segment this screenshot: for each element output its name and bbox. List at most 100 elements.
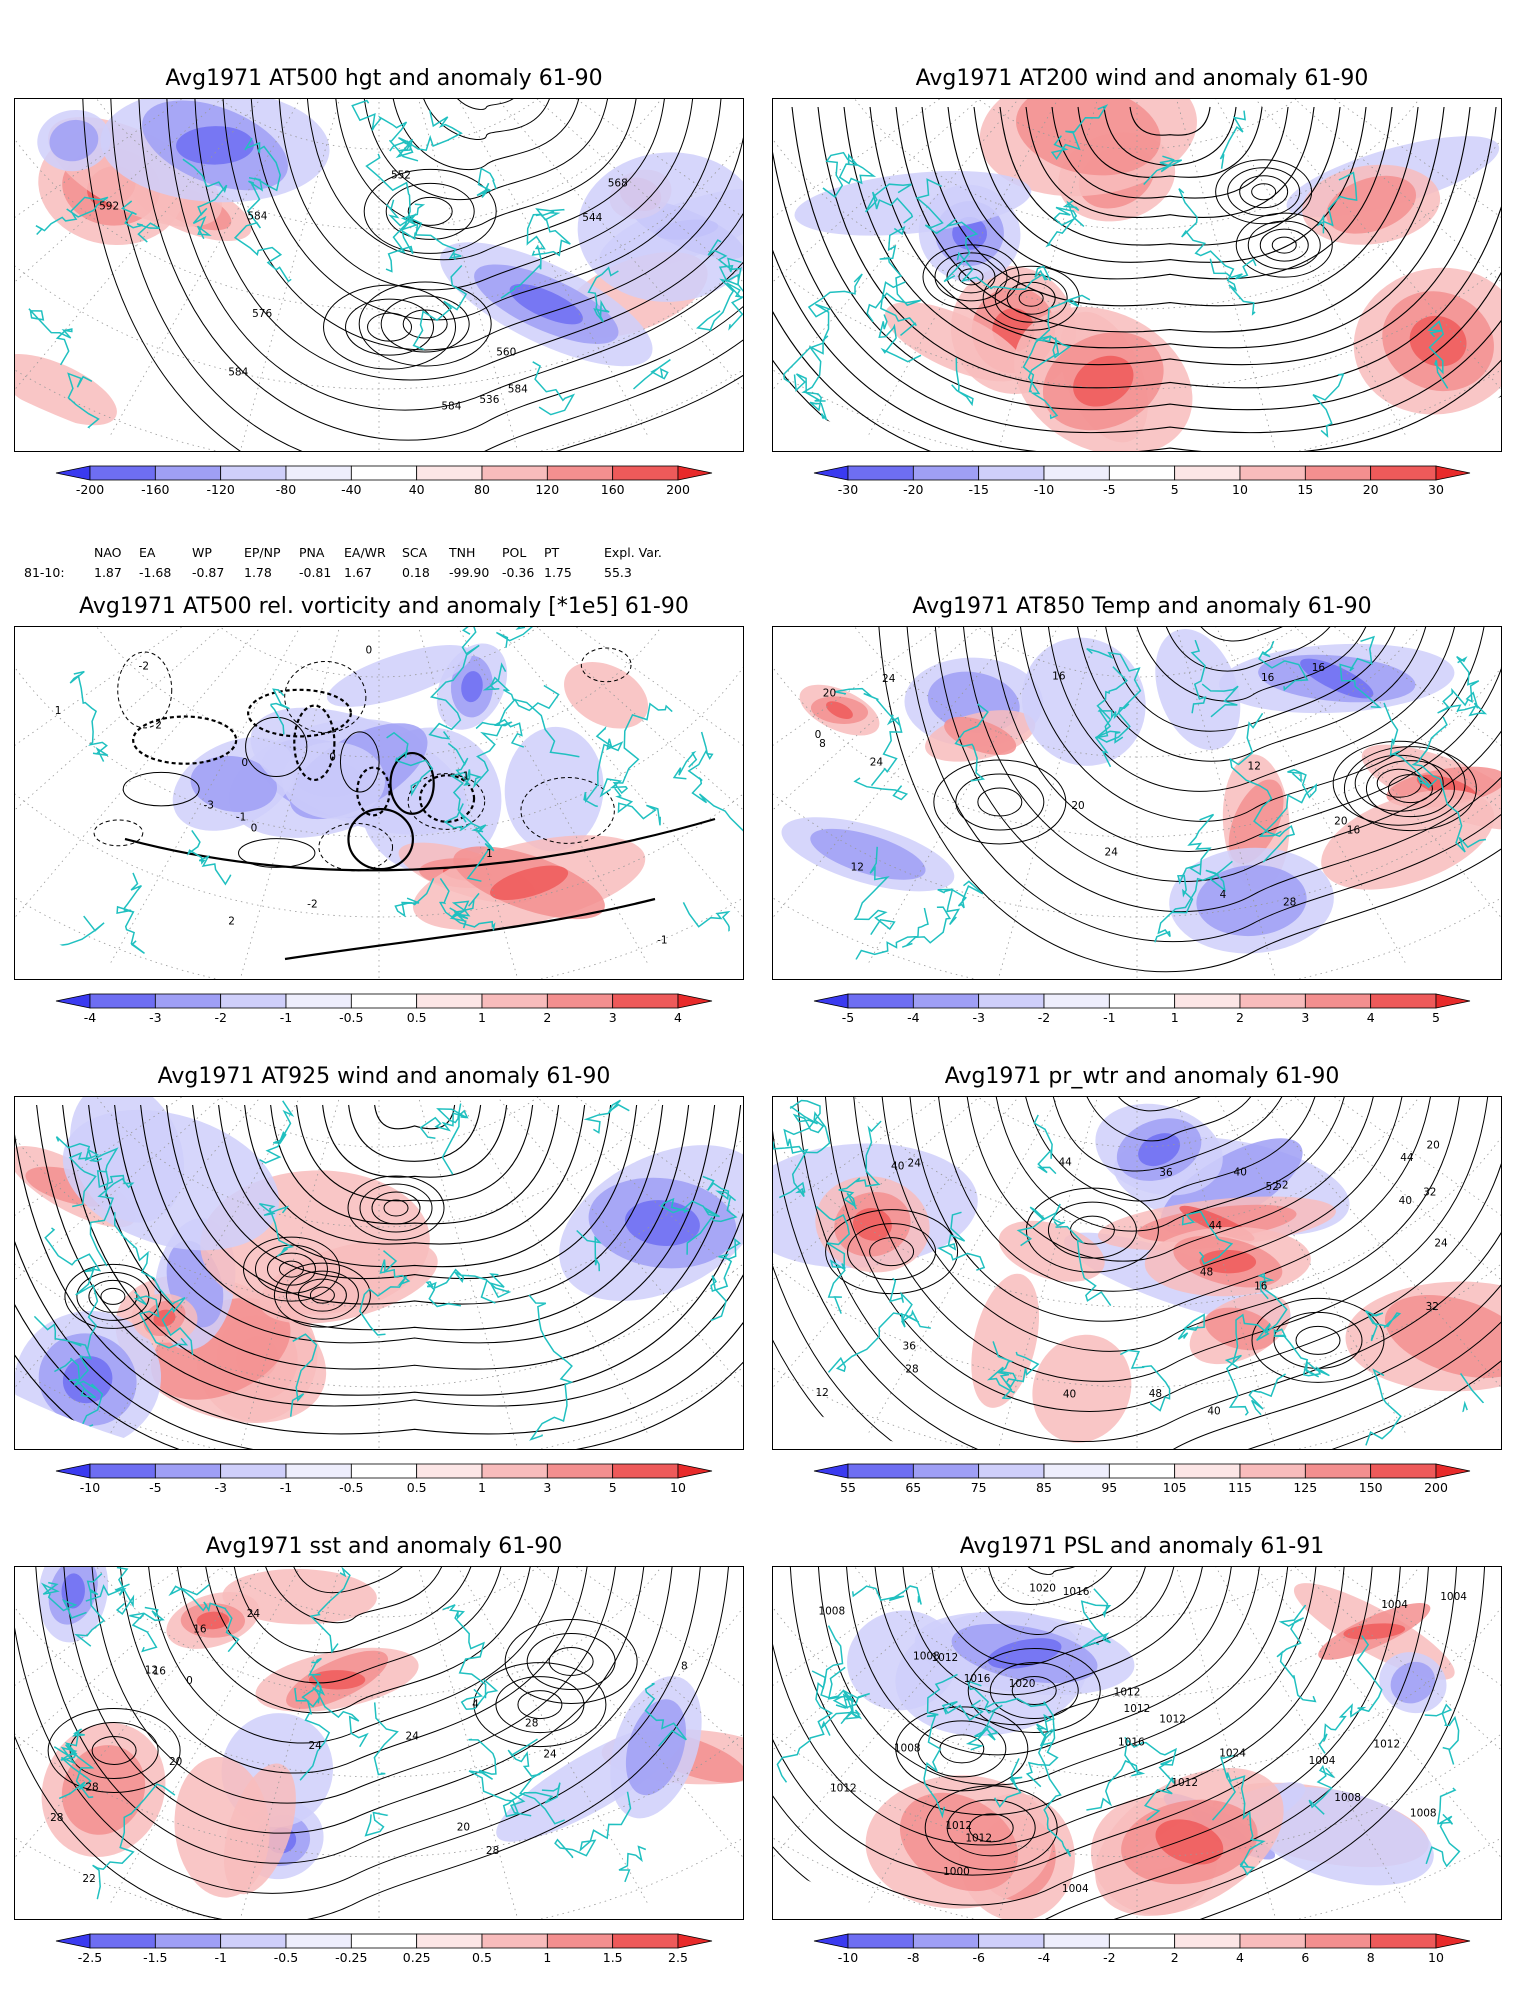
colorbar-swatch xyxy=(912,465,980,481)
index-value: -0.36 xyxy=(502,565,535,580)
colorbar-swatch xyxy=(1043,1933,1110,1949)
colorbar-tick-label: 85 xyxy=(1036,1480,1052,1495)
contour-label: 1016 xyxy=(964,1673,991,1685)
colorbar-tick-label: 1 xyxy=(1171,1010,1179,1025)
colorbar-swatch xyxy=(1370,993,1437,1009)
colorbar-swatch xyxy=(847,465,914,481)
colorbar-swatch xyxy=(1043,993,1110,1009)
contour-label: 1004 xyxy=(1062,1883,1089,1895)
index-name: SCA xyxy=(402,545,428,560)
colorbar-arrow-low xyxy=(813,993,849,1009)
colorbar-tick-label: -2 xyxy=(1038,1010,1050,1025)
colorbar-tick-label: -120 xyxy=(207,482,235,497)
contour-label: 44 xyxy=(1400,1152,1414,1164)
colorbar-swatch xyxy=(481,993,548,1009)
colorbar-tick-label: -2 xyxy=(1103,1950,1115,1965)
colorbar-tick-label: 4 xyxy=(1367,1010,1375,1025)
contour-label: 16 xyxy=(1312,662,1326,674)
contour-label: 1004 xyxy=(1440,1591,1467,1603)
colorbar-swatch xyxy=(220,465,287,481)
contour-label: 544 xyxy=(582,212,602,224)
contour-label: 32 xyxy=(1426,1301,1439,1313)
index-value: 1.87 xyxy=(94,565,122,580)
contour-label: 1012 xyxy=(1124,1703,1151,1715)
colorbar-swatch xyxy=(1239,993,1306,1009)
contour-label: 22 xyxy=(82,1873,95,1885)
colorbar-swatch xyxy=(546,1463,614,1479)
colorbar-swatch xyxy=(154,993,222,1009)
colorbar-arrow-low xyxy=(813,1933,849,1949)
index-value: 1.78 xyxy=(244,565,272,580)
panel-title: Avg1971 pr_wtr and anomaly 61-90 xyxy=(944,1064,1340,1089)
contour-label: 40 xyxy=(891,1161,904,1173)
colorbar-tick-label: 65 xyxy=(905,1480,921,1495)
colorbar-swatch xyxy=(481,1463,548,1479)
panel-title: Avg1971 AT925 wind and anomaly 61-90 xyxy=(157,1064,611,1089)
index-value: 0.18 xyxy=(402,565,430,580)
colorbar-hgt500: -200 -160 -120 -80 -40 40 80 120 160 200 xyxy=(54,464,714,498)
colorbar-swatch xyxy=(546,993,614,1009)
panel-title: Avg1971 sst and anomaly 61-90 xyxy=(205,1534,563,1559)
colorbar-tick-label: 115 xyxy=(1228,1480,1252,1495)
colorbar-swatch xyxy=(912,1463,980,1479)
colorbar-arrow-high xyxy=(1435,1933,1471,1949)
map-sst: 24 28 28 22 16 20 12 8 4 0 16 20 24 28 24 24 28 xyxy=(14,1566,744,1920)
colorbar-tick-label: 150 xyxy=(1359,1480,1383,1495)
colorbar-tick-label: -3 xyxy=(214,1480,226,1495)
colorbar-tick-label: -3 xyxy=(149,1010,161,1025)
colorbar-arrow-high xyxy=(677,1463,713,1479)
contour-label: 584 xyxy=(247,210,267,222)
colorbar-tick-label: -10 xyxy=(80,1480,100,1495)
index-value: -99.90 xyxy=(449,565,490,580)
colorbar-swatch xyxy=(285,993,352,1009)
colorbar-tick-label: -1 xyxy=(280,1010,292,1025)
colorbar-tick-label: -2 xyxy=(214,1010,226,1025)
contour-label: 40 xyxy=(1399,1195,1412,1207)
contour-label: 0 xyxy=(329,752,336,764)
colorbar-tick-label: 15 xyxy=(1297,482,1313,497)
panel-title: Avg1971 AT500 rel. vorticity and anomaly… xyxy=(79,594,689,619)
contour-label: 40 xyxy=(1207,1406,1220,1418)
panel-sst: Avg1971 sst and anomaly 61-90 24 28 28 22 16… xyxy=(14,1530,754,1980)
colorbar-tick-label: 2 xyxy=(543,1010,551,1025)
colorbar-tick-label: -3 xyxy=(972,1010,984,1025)
contour-label: -1 xyxy=(657,935,667,947)
colorbar-swatch xyxy=(350,465,418,481)
map-temp850: 20 4 0 8 12 12 16 16 20 24 28 24 20 16 16 24 xyxy=(772,626,1502,980)
colorbar-tick-label: 4 xyxy=(1236,1950,1244,1965)
index-row-label: 81-10: xyxy=(24,565,65,580)
contour-label: 1012 xyxy=(931,1652,958,1664)
contour-label: 28 xyxy=(486,1845,499,1857)
colorbar-tick-label: 3 xyxy=(543,1480,551,1495)
contour-label: 1020 xyxy=(1029,1582,1056,1594)
contour-label: 2 xyxy=(228,916,235,928)
colorbar-arrow-high xyxy=(1435,465,1471,481)
contour-label: 1012 xyxy=(945,1820,972,1832)
colorbar-tick-label: -10 xyxy=(838,1950,858,1965)
colorbar-swatch xyxy=(612,1463,679,1479)
contour-label: 1012 xyxy=(1159,1714,1186,1726)
colorbar-swatch xyxy=(481,465,548,481)
colorbar-tick-label: -80 xyxy=(276,482,296,497)
map-vort500: 0 -2 2 -1 1 -3 0 -1 2 -2 1 0 -1 0 xyxy=(14,626,744,980)
contour-label: 16 xyxy=(193,1624,207,1636)
colorbar-swatch xyxy=(1304,465,1372,481)
contour-label: 44 xyxy=(1209,1220,1223,1232)
colorbar-tick-label: 6 xyxy=(1301,1950,1309,1965)
colorbar-tick-label: -1 xyxy=(214,1950,226,1965)
colorbar-swatch xyxy=(481,1933,548,1949)
colorbar-swatch xyxy=(1174,1463,1241,1479)
colorbar-swatch xyxy=(546,1933,614,1949)
index-name: EP/NP xyxy=(244,545,281,560)
contour-label: 4 xyxy=(472,1699,479,1711)
contour-label: 20 xyxy=(169,1756,182,1768)
colorbar-tick-label: 1 xyxy=(478,1480,486,1495)
colorbar-swatch xyxy=(1370,1933,1437,1949)
colorbar-tick-label: -5 xyxy=(149,1480,161,1495)
colorbar-tick-label: -10 xyxy=(1034,482,1054,497)
contour-label: 0 xyxy=(251,823,258,835)
contour-label: 1008 xyxy=(1334,1792,1361,1804)
index-name: PNA xyxy=(299,545,325,560)
panel-prwtr: Avg1971 pr_wtr and anomaly 61-90 52 40 36 2… xyxy=(772,1060,1512,1510)
panel-title: Avg1971 PSL and anomaly 61-91 xyxy=(959,1534,1325,1559)
